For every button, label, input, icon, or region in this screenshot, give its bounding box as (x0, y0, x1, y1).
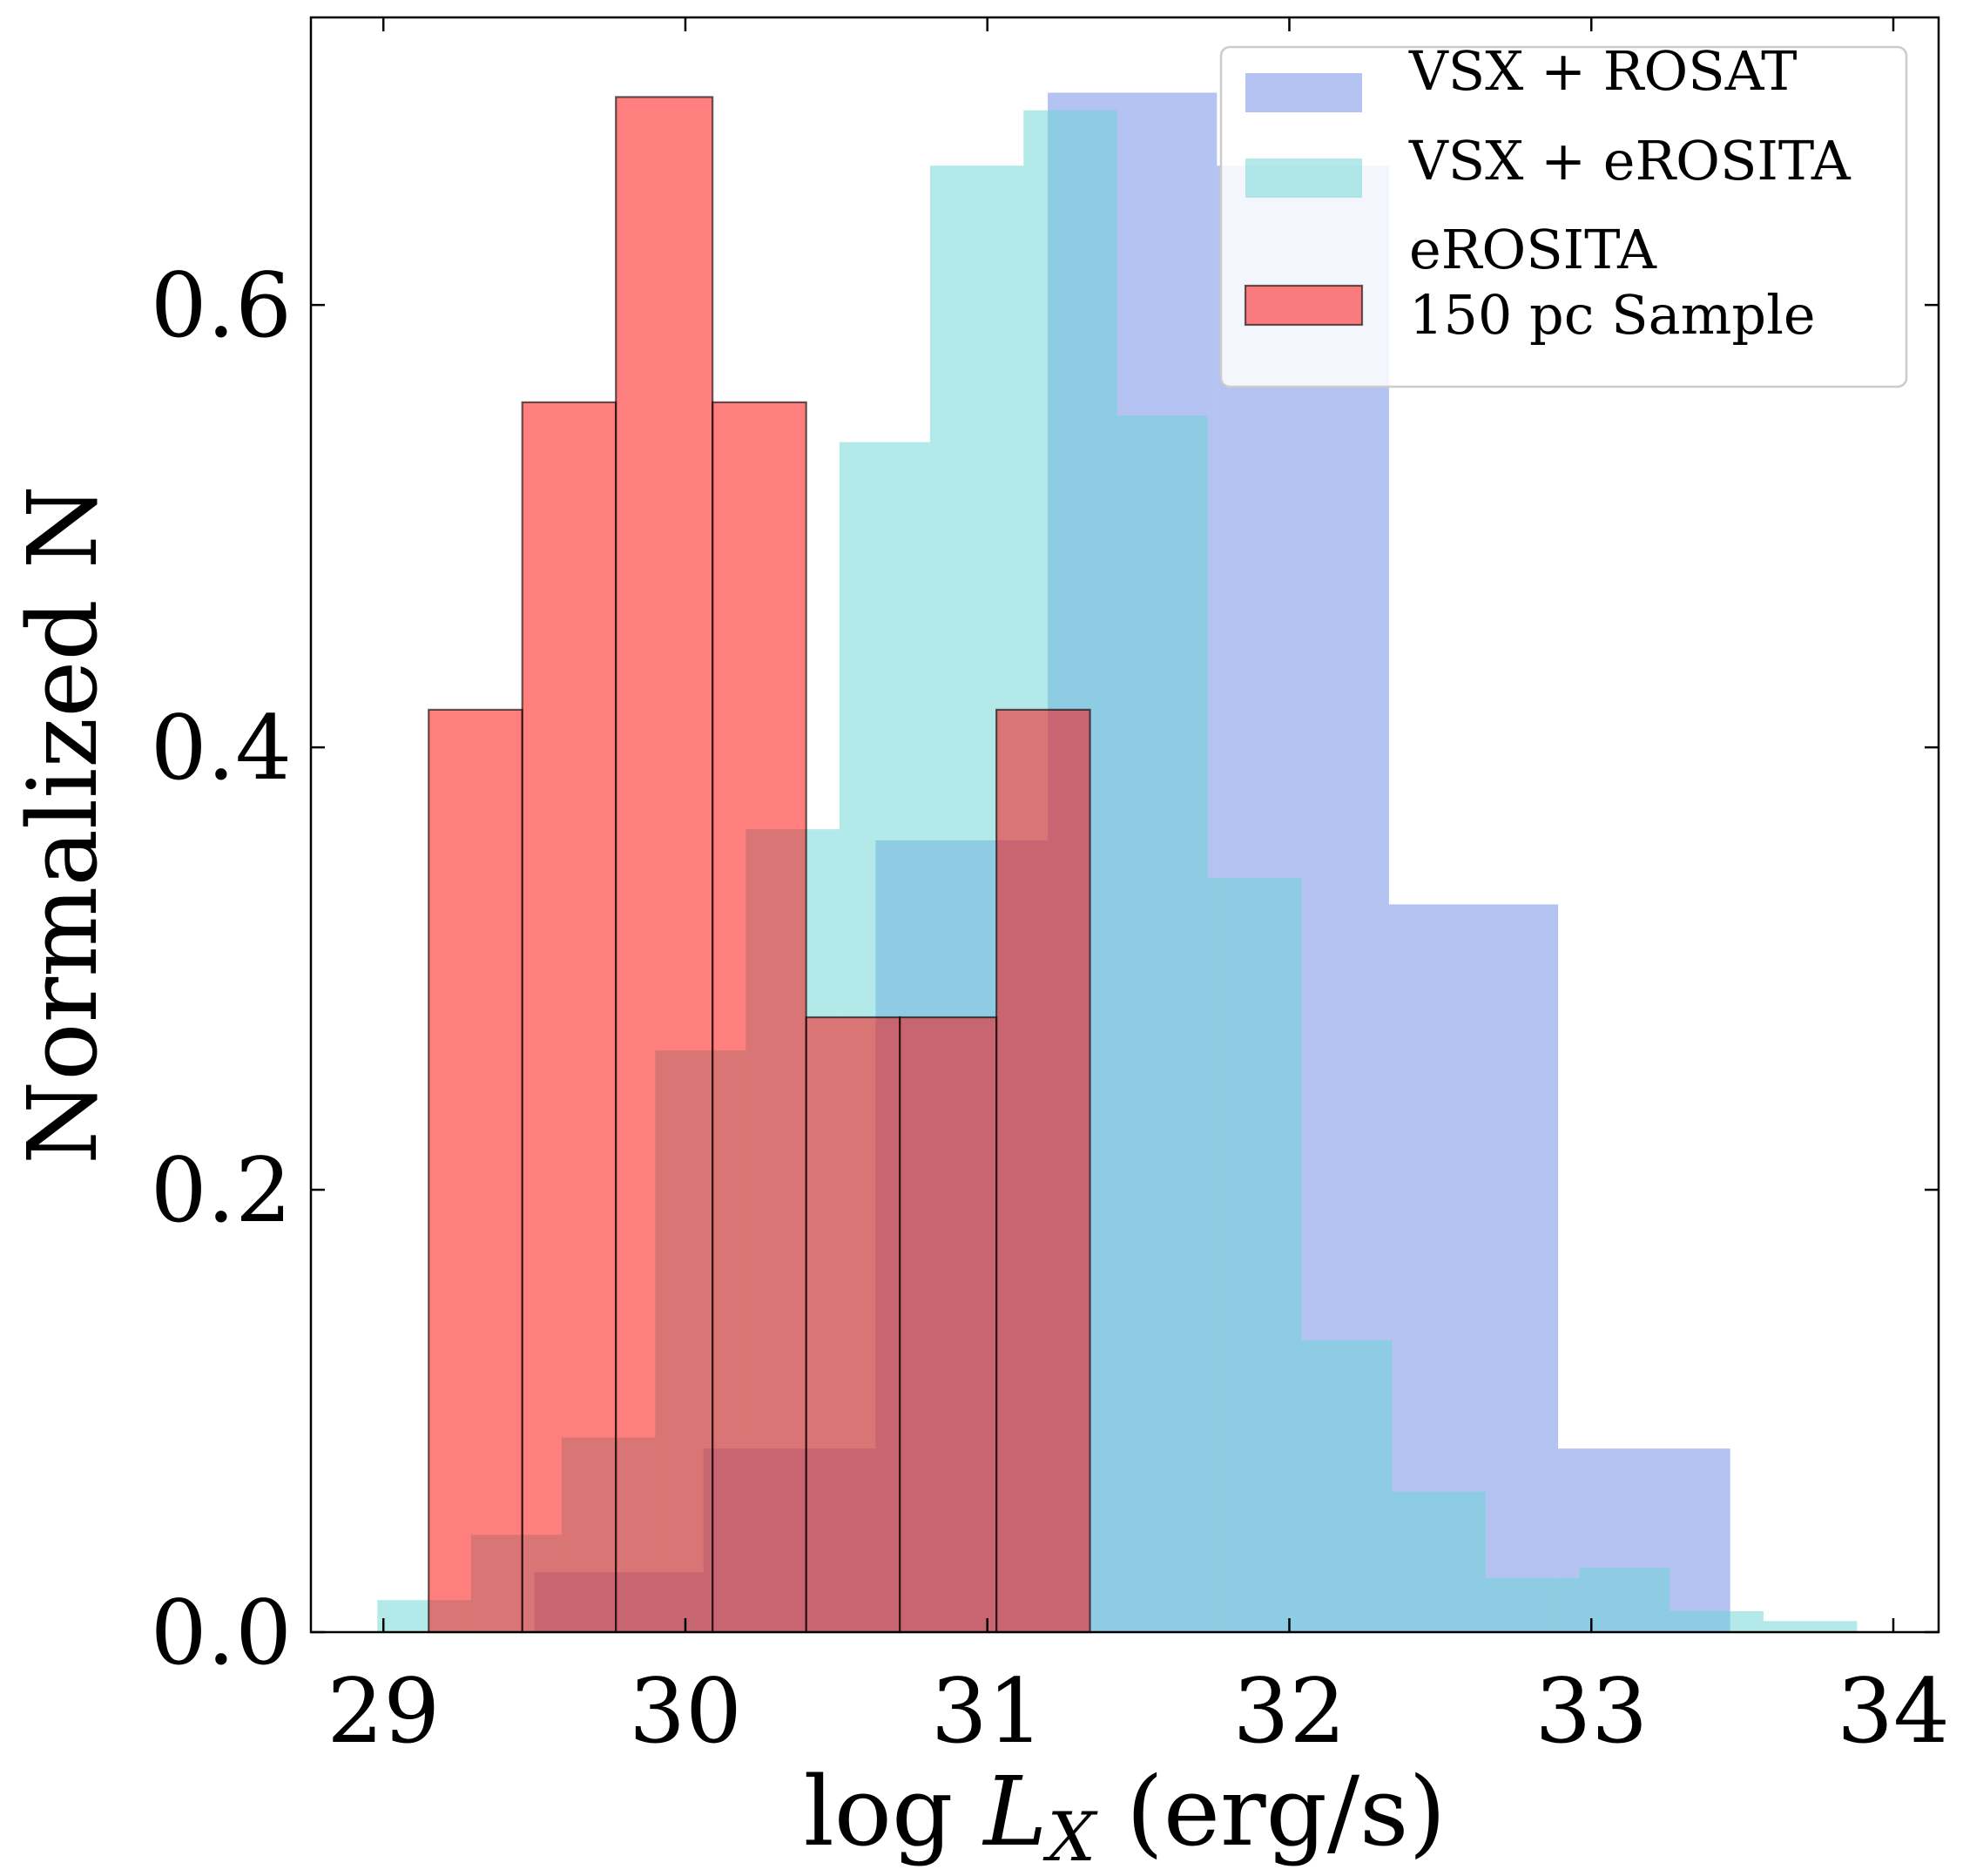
erosita-150pc-legend-label: 150 pc Sample (1409, 283, 1816, 347)
vsx-erosita-legend-swatch (1245, 159, 1362, 198)
x-tick-label: 29 (327, 1660, 440, 1764)
y-tick-label: 0.0 (151, 1582, 292, 1685)
vsx-erosita-legend-label: VSX + eROSITA (1408, 129, 1852, 192)
erosita-150pc-bar (899, 1016, 998, 1634)
vsx-erosita-bar (1392, 1491, 1486, 1632)
x-axis-label: log LX (erg/s) (804, 1756, 1447, 1876)
x-tick-label: 33 (1535, 1660, 1648, 1764)
vsx-rosat-legend-swatch (1245, 73, 1362, 112)
y-tick-label: 0.4 (151, 697, 292, 800)
legend-box (1219, 45, 1908, 388)
y-tick-label: 0.6 (151, 254, 292, 358)
vsx-erosita-bar (1763, 1621, 1858, 1632)
y-axis-label: Normalized N (7, 485, 118, 1164)
axes: 29 30 31 32 33 34 0.0 0.2 0.4 0.6 log LX (erg/s) No… (7, 16, 1950, 1876)
vsx-erosita-bar (1485, 1577, 1580, 1632)
erosita-150pc-legend-swatch (1244, 284, 1364, 327)
plot-area (377, 92, 1858, 1634)
erosita-150pc-bar (995, 708, 1091, 1634)
vsx-rosat-legend-label: VSX + ROSAT (1408, 39, 1797, 103)
y-tick-label: 0.2 (151, 1139, 292, 1243)
vsx-erosita-bar (1301, 1340, 1393, 1632)
erosita-150pc-bar (712, 401, 807, 1634)
axes-frame (309, 16, 1940, 1634)
erosita-150pc-bar (805, 1016, 901, 1634)
erosita-150pc-bar (615, 96, 714, 1634)
x-tick-label: 32 (1233, 1660, 1346, 1764)
erosita-150pc-bar (521, 401, 617, 1634)
vsx-erosita-bar (1116, 415, 1208, 1633)
x-tick-label: 30 (629, 1660, 742, 1764)
vsx-erosita-bar (1579, 1568, 1670, 1632)
vsx-erosita-bar (1670, 1610, 1764, 1632)
erosita-150pc-legend-label: eROSITA (1409, 218, 1657, 281)
x-tick-label: 34 (1837, 1660, 1950, 1764)
vsx-erosita-bar (1207, 878, 1302, 1632)
erosita-150pc-bar (428, 708, 523, 1634)
x-tick-label: 31 (931, 1660, 1044, 1764)
